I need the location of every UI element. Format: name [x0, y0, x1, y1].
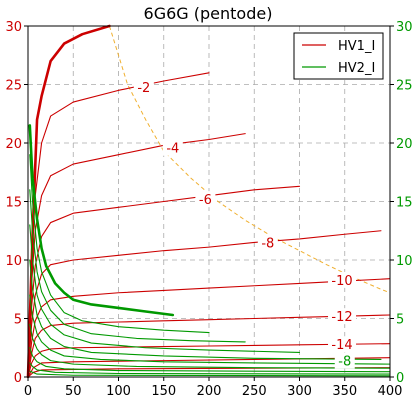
hv1-curve-3 — [27, 185, 301, 378]
x-tick-label: 200 — [197, 384, 222, 399]
curve-label: -12 — [331, 310, 352, 325]
y-left-tick-label: 30 — [5, 20, 22, 35]
annotation-bg — [328, 271, 357, 288]
curve-label: -4 — [166, 142, 179, 157]
hv2-curve-14 — [29, 259, 382, 361]
y-right-tick-label: 25 — [396, 79, 413, 94]
annotation-bg — [195, 191, 216, 208]
curve-annotations: -2 -4 -6 -8 -10 -12 -14 -8 — [133, 78, 357, 370]
curve-label: -14 — [331, 338, 352, 353]
y-left-tick-label: 0 — [14, 371, 22, 386]
curve-label: -10 — [331, 274, 352, 289]
series-group — [26, 24, 391, 379]
hv2-curve-18 — [29, 362, 391, 375]
annotation-bg — [328, 308, 357, 325]
x-tick-label: 150 — [151, 384, 176, 399]
y-left-tick-label: 25 — [5, 79, 22, 94]
y-left-tick-label: 10 — [5, 254, 22, 269]
chart-title: 6G6G (pentode) — [144, 4, 273, 23]
annotation-bg — [162, 139, 183, 156]
annotation-bg — [257, 234, 278, 251]
legend-label: HV1_I — [338, 39, 375, 54]
y-left-tick-label: 5 — [14, 313, 22, 328]
hv2-curve-16 — [29, 323, 391, 369]
x-tick-label: 350 — [332, 384, 357, 399]
y-left-tick-label: 15 — [5, 196, 22, 211]
y-right-tick-label: 10 — [396, 254, 413, 269]
curve-label: -8 — [338, 355, 351, 370]
axis-ticks: 0 50 100 150 200 250 300 350 4000510152025300510… — [5, 20, 412, 399]
hv1-curve-2 — [27, 133, 246, 378]
y-right-tick-label: 15 — [396, 196, 413, 211]
hv2-curve-17 — [29, 347, 391, 373]
hv2-curve-12 — [29, 189, 246, 343]
x-tick-label: 100 — [106, 384, 131, 399]
hv1-curve-4 — [27, 230, 382, 378]
hv2-curve-10 — [28, 124, 175, 317]
legend-box — [293, 32, 384, 80]
x-tick-label: 250 — [242, 384, 267, 399]
legend: HV1_I HV2_I — [293, 32, 384, 80]
hv2-curve-13 — [29, 224, 301, 353]
hv1-curve-6 — [27, 314, 391, 378]
y-left-tick-label: 20 — [5, 137, 22, 152]
x-tick-label: 50 — [65, 384, 82, 399]
curve-label: -2 — [137, 81, 150, 96]
annotation-bg — [334, 352, 355, 369]
hv2-curve-19 — [29, 370, 391, 377]
hv1-curve-7 — [27, 343, 391, 378]
hv1-curve-0 — [26, 24, 111, 379]
x-tick-label: 300 — [287, 384, 312, 399]
y-right-tick-label: 5 — [396, 313, 404, 328]
curve-label: -6 — [199, 193, 212, 208]
x-tick-label: 0 — [24, 384, 32, 399]
annotation-bg — [328, 336, 357, 353]
x-tick-label: 400 — [378, 384, 403, 399]
hv2-curve-11 — [29, 154, 210, 334]
curve-label: -8 — [261, 236, 274, 251]
legend-label: HV2_I — [338, 61, 375, 76]
y-right-tick-label: 0 — [396, 371, 404, 386]
y-right-tick-label: 20 — [396, 137, 413, 152]
hv1-curve-5 — [27, 278, 391, 378]
annotation-bg — [133, 78, 154, 95]
y-right-tick-label: 30 — [396, 20, 413, 35]
hv2-curve-15 — [29, 294, 391, 365]
